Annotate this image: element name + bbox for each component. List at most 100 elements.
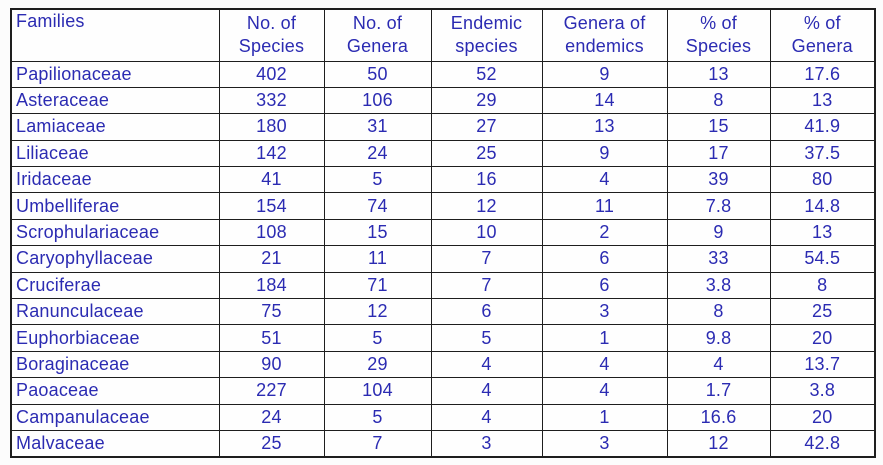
table-row: Liliaceae 142 24 25 9 17 37.5 [10, 139, 876, 168]
cell-genera-of-endemics: 6 [541, 271, 668, 300]
cell-genera-of-endemics: 2 [541, 218, 668, 247]
cell-genera-of-endemics: 13 [541, 113, 668, 141]
cell-pct-of-species: 15 [666, 113, 771, 141]
cell-endemic-species: 4 [430, 377, 543, 405]
cell-no-of-species: 184 [218, 271, 325, 300]
cell-no-of-genera: 74 [323, 192, 432, 220]
cell-pct-of-genera: 13 [769, 218, 876, 247]
cell-family-name: Liliaceae [10, 139, 220, 168]
cell-family-name: Campanulaceae [10, 403, 220, 431]
cell-pct-of-genera: 37.5 [769, 139, 876, 168]
cell-pct-of-genera: 25 [769, 298, 876, 326]
cell-family-name: Umbelliferae [10, 192, 220, 220]
header-endemic-species: Endemic species [430, 8, 543, 62]
cell-no-of-genera: 106 [323, 86, 432, 115]
cell-family-name: Caryophyllaceae [10, 245, 220, 273]
header-pct-of-species: % of Species [666, 8, 771, 62]
cell-no-of-species: 227 [218, 377, 325, 405]
cell-genera-of-endemics: 14 [541, 86, 668, 115]
cell-pct-of-species: 1.7 [666, 377, 771, 405]
cell-family-name: Paoaceae [10, 377, 220, 405]
table-body: Papilionaceae 402 50 52 9 13 17.6 Astera… [10, 60, 876, 458]
cell-no-of-species: 402 [218, 60, 325, 88]
cell-genera-of-endemics: 1 [541, 403, 668, 431]
cell-endemic-species: 27 [430, 113, 543, 141]
cell-pct-of-species: 12 [666, 429, 771, 458]
cell-genera-of-endemics: 9 [541, 139, 668, 168]
cell-genera-of-endemics: 9 [541, 60, 668, 88]
header-families-label: Families [16, 11, 85, 31]
cell-endemic-species: 5 [430, 324, 543, 352]
cell-genera-of-endemics: 1 [541, 324, 668, 352]
cell-family-name: Cruciferae [10, 271, 220, 300]
cell-endemic-species: 29 [430, 86, 543, 115]
cell-no-of-genera: 5 [323, 403, 432, 431]
cell-no-of-genera: 12 [323, 298, 432, 326]
cell-family-name: Lamiaceae [10, 113, 220, 141]
cell-pct-of-genera: 13 [769, 86, 876, 115]
header-no-of-genera: No. of Genera [323, 8, 432, 62]
cell-endemic-species: 4 [430, 403, 543, 431]
table-row: Umbelliferae 154 74 12 11 7.8 14.8 [10, 192, 876, 220]
cell-pct-of-species: 9 [666, 218, 771, 247]
cell-no-of-species: 332 [218, 86, 325, 115]
cell-no-of-species: 25 [218, 429, 325, 458]
cell-no-of-genera: 5 [323, 166, 432, 194]
cell-family-name: Scrophulariaceae [10, 218, 220, 247]
cell-family-name: Papilionaceae [10, 60, 220, 88]
cell-family-name: Euphorbiaceae [10, 324, 220, 352]
cell-no-of-genera: 24 [323, 139, 432, 168]
cell-genera-of-endemics: 11 [541, 192, 668, 220]
families-endemism-table: Families No. of Species No. of Genera En… [10, 8, 876, 458]
table-row: Boraginaceae 90 29 4 4 4 13.7 [10, 350, 876, 379]
cell-pct-of-species: 17 [666, 139, 771, 168]
cell-no-of-genera: 11 [323, 245, 432, 273]
cell-pct-of-genera: 20 [769, 324, 876, 352]
table-row: Iridaceae 41 5 16 4 39 80 [10, 166, 876, 194]
cell-pct-of-species: 39 [666, 166, 771, 194]
cell-family-name: Iridaceae [10, 166, 220, 194]
cell-no-of-species: 24 [218, 403, 325, 431]
cell-no-of-species: 142 [218, 139, 325, 168]
cell-pct-of-genera: 20 [769, 403, 876, 431]
cell-genera-of-endemics: 4 [541, 350, 668, 379]
cell-no-of-genera: 71 [323, 271, 432, 300]
cell-no-of-genera: 7 [323, 429, 432, 458]
cell-pct-of-species: 7.8 [666, 192, 771, 220]
cell-pct-of-species: 13 [666, 60, 771, 88]
cell-pct-of-genera: 54.5 [769, 245, 876, 273]
table-row: Euphorbiaceae 51 5 5 1 9.8 20 [10, 324, 876, 352]
cell-endemic-species: 7 [430, 245, 543, 273]
cell-family-name: Malvaceae [10, 429, 220, 458]
cell-pct-of-genera: 8 [769, 271, 876, 300]
cell-endemic-species: 4 [430, 350, 543, 379]
cell-no-of-species: 41 [218, 166, 325, 194]
table-row: Malvaceae 25 7 3 3 12 42.8 [10, 429, 876, 458]
table-row: Paoaceae 227 104 4 4 1.7 3.8 [10, 377, 876, 405]
cell-endemic-species: 3 [430, 429, 543, 458]
cell-pct-of-genera: 14.8 [769, 192, 876, 220]
cell-no-of-species: 180 [218, 113, 325, 141]
cell-endemic-species: 25 [430, 139, 543, 168]
cell-no-of-species: 154 [218, 192, 325, 220]
table-row: Cruciferae 184 71 7 6 3.8 8 [10, 271, 876, 300]
cell-no-of-genera: 50 [323, 60, 432, 88]
header-row: Families No. of Species No. of Genera En… [10, 8, 876, 62]
cell-endemic-species: 6 [430, 298, 543, 326]
cell-pct-of-species: 9.8 [666, 324, 771, 352]
cell-pct-of-species: 3.8 [666, 271, 771, 300]
cell-pct-of-genera: 3.8 [769, 377, 876, 405]
cell-pct-of-species: 4 [666, 350, 771, 379]
cell-no-of-species: 21 [218, 245, 325, 273]
header-no-of-species: No. of Species [218, 8, 325, 62]
cell-genera-of-endemics: 3 [541, 298, 668, 326]
families-table-container: Families No. of Species No. of Genera En… [10, 8, 876, 458]
cell-pct-of-species: 8 [666, 86, 771, 115]
cell-no-of-genera: 31 [323, 113, 432, 141]
table-row: Lamiaceae 180 31 27 13 15 41.9 [10, 113, 876, 141]
cell-pct-of-species: 8 [666, 298, 771, 326]
cell-no-of-genera: 29 [323, 350, 432, 379]
cell-genera-of-endemics: 6 [541, 245, 668, 273]
table-row: Asteraceae 332 106 29 14 8 13 [10, 86, 876, 115]
cell-pct-of-genera: 41.9 [769, 113, 876, 141]
